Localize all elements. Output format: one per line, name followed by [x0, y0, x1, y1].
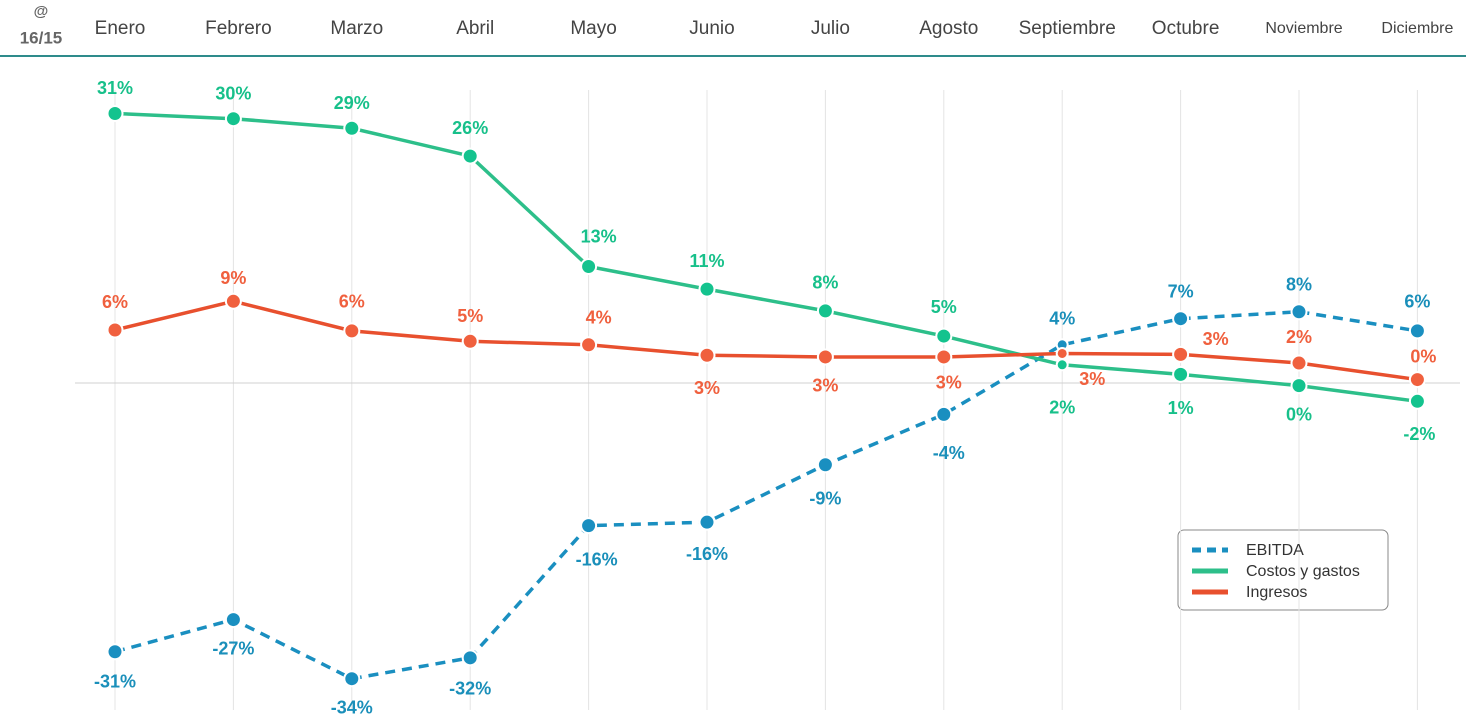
data-point [698, 513, 716, 531]
data-label: 8% [812, 273, 838, 293]
x-tick-label: Abril [456, 18, 494, 39]
legend-box [1177, 529, 1389, 611]
data-label: -2% [1403, 424, 1435, 444]
data-point [224, 292, 242, 310]
data-point [698, 346, 716, 364]
x-tick-label: Octubre [1152, 18, 1220, 39]
data-point [224, 110, 242, 128]
data-label: 2% [1049, 398, 1075, 418]
data-label: 3% [1203, 329, 1229, 349]
data-label: -32% [449, 679, 491, 699]
data-point [1172, 345, 1190, 363]
data-point [461, 332, 479, 350]
data-label: 3% [1079, 369, 1105, 389]
data-label: 0% [1286, 404, 1312, 424]
x-tick-label: Septiembre [1019, 18, 1116, 39]
data-label: 31% [97, 78, 133, 98]
data-label: 1% [1168, 398, 1194, 418]
data-point [1290, 377, 1308, 395]
data-label: -27% [212, 638, 254, 658]
data-label: -9% [809, 489, 841, 509]
data-label: 11% [689, 251, 724, 271]
data-point [935, 405, 953, 423]
legend-label: EBITDA [1246, 542, 1304, 559]
data-point [1408, 322, 1426, 340]
data-label: -4% [933, 443, 965, 463]
x-tick-label: Enero [95, 18, 146, 39]
data-point [580, 258, 598, 276]
data-label: 6% [1404, 292, 1430, 312]
x-tick-label: Febrero [205, 18, 272, 39]
data-label: 6% [339, 292, 365, 312]
data-label: 8% [1286, 274, 1312, 294]
data-point [816, 302, 834, 320]
data-point [343, 670, 361, 688]
header-period: 16/15 [20, 28, 63, 47]
data-point [580, 336, 598, 354]
x-tick-label: Noviembre [1265, 20, 1342, 37]
data-label: 4% [586, 308, 612, 328]
data-label: -31% [94, 671, 136, 691]
data-point [935, 327, 953, 345]
data-label: 13% [581, 226, 617, 246]
data-point [816, 456, 834, 474]
x-tick-label: Marzo [330, 18, 383, 39]
data-point [1408, 371, 1426, 389]
x-tick-label: Mayo [570, 18, 616, 39]
data-point [224, 611, 242, 629]
data-label: 3% [812, 376, 838, 396]
data-point [1290, 303, 1308, 321]
data-point [461, 147, 479, 165]
data-point [1172, 365, 1190, 383]
data-point [935, 348, 953, 366]
data-label: 9% [220, 268, 246, 288]
data-label: 26% [452, 118, 488, 138]
data-label: -16% [576, 549, 618, 569]
data-point [461, 649, 479, 667]
data-point [580, 517, 598, 535]
header-symbol: @ [34, 3, 49, 20]
data-label: 3% [694, 378, 720, 398]
data-label: 30% [215, 83, 251, 103]
data-label: 2% [1286, 327, 1312, 347]
data-label: 29% [334, 93, 370, 113]
data-label: 0% [1410, 346, 1436, 366]
data-point [698, 280, 716, 298]
data-point [343, 119, 361, 137]
x-tick-label: Julio [811, 18, 850, 39]
data-point [1290, 354, 1308, 372]
series-line [114, 111, 1418, 404]
data-point [1055, 346, 1069, 360]
data-point [1172, 310, 1190, 328]
legend-label: Ingresos [1246, 584, 1307, 601]
data-label: 3% [936, 373, 962, 393]
data-point [1055, 358, 1069, 372]
series-line [114, 299, 1418, 382]
data-point [1408, 392, 1426, 410]
data-label: 6% [102, 292, 128, 312]
x-tick-label: Agosto [919, 18, 978, 39]
series-line [114, 309, 1418, 681]
x-tick-label: Diciembre [1381, 20, 1453, 37]
data-label: 7% [1168, 281, 1194, 301]
legend-label: Costos y gastos [1246, 563, 1360, 580]
data-label: 4% [1049, 309, 1075, 329]
data-point [106, 321, 124, 339]
data-point [343, 322, 361, 340]
data-label: 5% [457, 306, 483, 326]
data-label: 5% [931, 297, 957, 317]
data-point [816, 348, 834, 366]
data-label: -16% [686, 544, 728, 564]
data-point [106, 104, 124, 122]
data-label: -34% [331, 697, 373, 717]
x-tick-label: Junio [689, 18, 734, 39]
data-point [106, 643, 124, 661]
